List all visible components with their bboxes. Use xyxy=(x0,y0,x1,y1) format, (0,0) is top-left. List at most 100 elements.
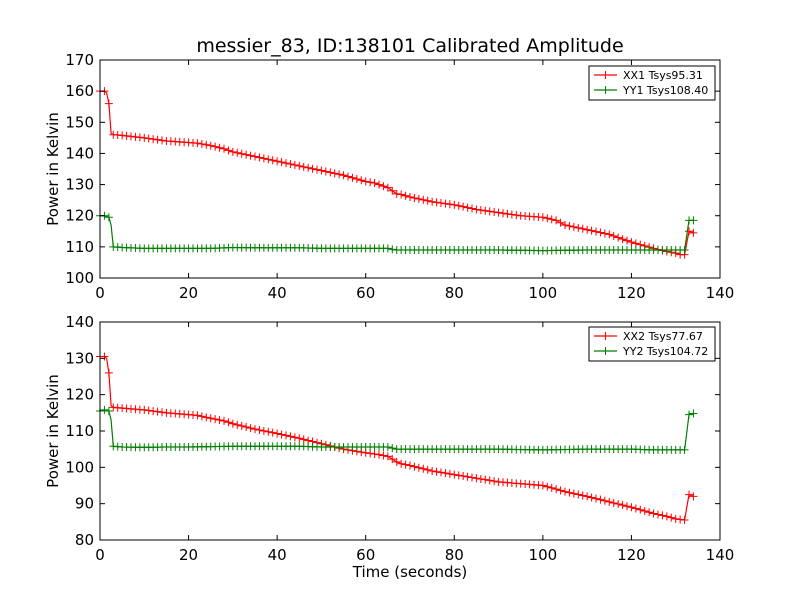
data-point-marker xyxy=(233,420,242,429)
data-point-marker xyxy=(547,215,556,224)
data-point-marker xyxy=(242,150,251,159)
data-point-marker xyxy=(357,176,366,185)
data-point-marker xyxy=(490,207,499,216)
data-point-marker xyxy=(282,159,290,168)
data-point-marker xyxy=(295,434,304,443)
data-point-marker xyxy=(104,213,113,222)
data-point-marker xyxy=(561,487,569,496)
legend-marker xyxy=(601,347,610,355)
data-point-marker xyxy=(552,485,561,494)
data-point-marker xyxy=(397,459,406,468)
data-point-marker xyxy=(614,233,623,242)
y-tick-label: 150 xyxy=(65,113,94,131)
x-tick-label: 100 xyxy=(529,546,558,564)
data-point-marker xyxy=(437,468,445,477)
data-point-marker xyxy=(459,202,468,211)
x-tick-label: 120 xyxy=(617,284,646,302)
data-point-marker xyxy=(476,206,485,215)
data-point-marker xyxy=(561,221,569,230)
data-point-marker xyxy=(273,429,282,438)
legend-label: YY2 Tsys104.72 xyxy=(622,345,708,358)
data-point-marker xyxy=(383,442,392,451)
data-point-marker xyxy=(419,464,428,473)
data-point-marker xyxy=(432,198,441,207)
x-tick-label: 40 xyxy=(268,546,287,564)
data-point-marker xyxy=(472,205,481,214)
data-point-marker xyxy=(538,481,547,490)
data-point-marker xyxy=(158,408,166,417)
data-point-marker xyxy=(228,147,237,156)
data-point-marker xyxy=(450,200,459,209)
legend-box xyxy=(588,326,716,362)
data-point-marker xyxy=(268,428,277,437)
data-point-marker xyxy=(600,229,609,238)
data-point-marker xyxy=(689,216,698,225)
data-point-marker xyxy=(388,455,397,464)
data-point-marker xyxy=(277,158,286,167)
data-point-marker xyxy=(206,414,215,423)
data-point-marker xyxy=(153,407,162,416)
data-point-marker xyxy=(685,227,693,236)
data-point-marker xyxy=(578,491,587,500)
data-point-marker xyxy=(304,163,313,172)
data-point-marker xyxy=(401,460,410,469)
data-point-marker xyxy=(618,235,627,244)
data-point-marker xyxy=(587,493,596,502)
data-point-marker xyxy=(348,173,357,182)
data-point-marker xyxy=(299,435,308,444)
data-point-marker xyxy=(631,504,640,513)
data-point-marker xyxy=(574,490,583,499)
data-point-marker xyxy=(392,457,401,466)
y-tick-label: 100 xyxy=(65,458,94,476)
data-point-marker xyxy=(290,160,299,169)
data-point-marker xyxy=(476,474,485,483)
x-tick-label: 80 xyxy=(445,546,464,564)
data-point-marker xyxy=(344,172,352,181)
data-point-marker xyxy=(224,146,233,155)
data-point-marker xyxy=(330,169,339,178)
data-point-marker xyxy=(649,509,658,518)
data-point-marker xyxy=(609,498,618,507)
y-tick-label: 120 xyxy=(65,207,94,225)
data-point-marker xyxy=(543,482,552,491)
data-point-marker xyxy=(286,432,295,441)
data-point-marker xyxy=(246,424,255,433)
x-tick-label: 20 xyxy=(179,284,198,302)
data-point-marker xyxy=(623,502,631,511)
data-point-marker xyxy=(158,136,166,145)
data-point-marker xyxy=(605,230,614,239)
data-point-marker xyxy=(197,412,206,421)
data-point-marker xyxy=(144,134,153,143)
data-point-marker xyxy=(366,178,375,187)
data-point-marker xyxy=(556,218,565,227)
legend: XX2 Tsys77.67 YY2 Tsys104.72 xyxy=(588,326,716,362)
data-point-marker xyxy=(662,512,671,521)
legend-label: XX2 Tsys77.67 xyxy=(623,330,703,343)
data-point-marker xyxy=(153,135,162,144)
data-point-marker xyxy=(441,199,450,208)
data-point-marker xyxy=(689,228,698,237)
data-point-marker xyxy=(490,477,499,486)
data-point-marker xyxy=(676,515,685,524)
y-tick-label: 110 xyxy=(65,238,94,256)
data-point-marker xyxy=(127,132,135,141)
data-point-marker xyxy=(441,469,450,478)
x-tick-label: 40 xyxy=(268,284,287,302)
data-point-marker xyxy=(406,461,414,470)
data-point-marker xyxy=(569,222,578,231)
data-point-marker xyxy=(388,245,397,254)
data-point-marker xyxy=(543,214,552,223)
data-point-marker xyxy=(100,405,109,414)
data-point-marker xyxy=(370,179,379,188)
data-point-marker xyxy=(202,413,211,422)
data-point-marker xyxy=(499,209,507,218)
y-tick-label: 130 xyxy=(65,349,94,367)
data-point-marker xyxy=(335,170,344,179)
data-point-marker xyxy=(388,186,397,195)
data-point-marker xyxy=(211,142,220,151)
data-point-marker xyxy=(459,472,468,481)
data-point-marker xyxy=(264,427,273,436)
data-point-marker xyxy=(352,174,361,183)
data-point-marker xyxy=(627,238,636,247)
data-point-marker xyxy=(485,476,494,485)
